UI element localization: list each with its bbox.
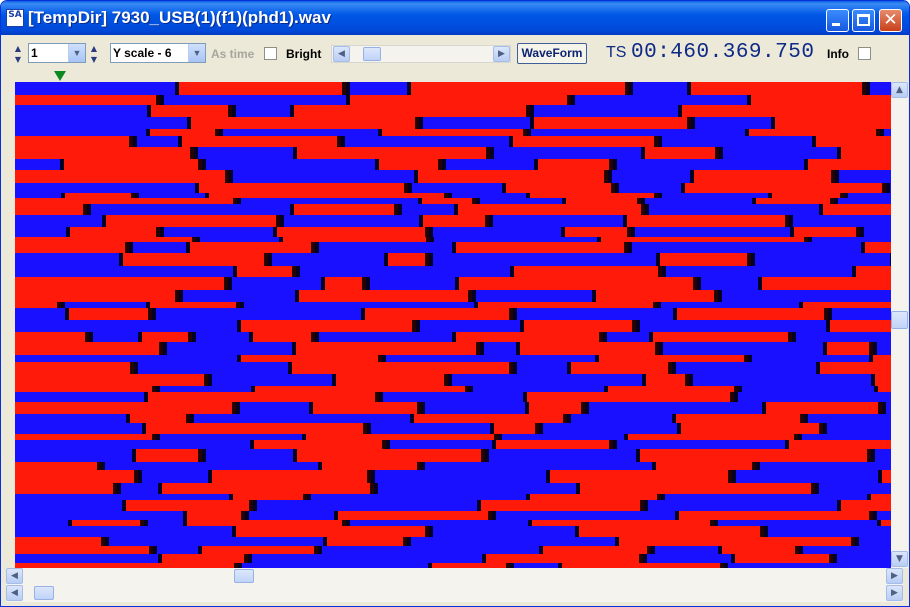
vertical-scroll-thumb[interactable] (891, 311, 908, 329)
toolbar: ▲ ▼ 1 ▼ ▲ ▼ Y scale - 6 ▼ As time Bright… (1, 37, 909, 71)
app-icon[interactable]: SA (6, 9, 24, 27)
maximize-icon (857, 14, 870, 26)
timestamp-label: TS (606, 44, 627, 61)
maximize-button[interactable] (852, 9, 875, 32)
scroll-down-icon[interactable]: ▼ (891, 551, 908, 567)
scroll-left-icon[interactable]: ◀ (6, 585, 23, 601)
window-title: [TempDir] 7930_USB(1)(f1)(phd1).wav (28, 8, 331, 27)
chevron-left-icon[interactable]: ◀ (333, 46, 350, 62)
timestamp-value: 00:460.369.750 (631, 41, 815, 64)
channel-select[interactable]: 1 ▼ (28, 43, 86, 63)
minimize-button[interactable] (826, 9, 849, 32)
y-scale-select[interactable]: Y scale - 6 ▼ (110, 43, 206, 63)
vertical-scrollbar[interactable]: ▲ ▼ (891, 82, 908, 568)
chevron-down-icon[interactable]: ▼ (68, 44, 85, 62)
close-button[interactable]: ✕ (879, 9, 902, 32)
cursor-marker-icon[interactable] (54, 71, 66, 81)
as-time-label: As time (211, 47, 255, 61)
scroll-left-icon[interactable]: ◀ (6, 568, 23, 584)
horizontal-scroll-thumb-2[interactable] (34, 586, 54, 600)
channel-spinner-right[interactable]: ▲ ▼ (89, 43, 99, 65)
slider-thumb[interactable] (363, 47, 381, 61)
horizontal-scrollbar-2[interactable]: ◀ ▶ (6, 585, 903, 602)
waveform-button[interactable]: WaveForm (517, 43, 587, 64)
close-icon: ✕ (883, 10, 898, 30)
chevron-right-icon[interactable]: ▶ (493, 46, 510, 62)
chevron-down-icon[interactable]: ▼ (188, 44, 205, 62)
horizontal-scrollbar[interactable]: ◀ ▶ (6, 568, 903, 585)
scroll-right-icon[interactable]: ▶ (886, 585, 903, 601)
title-bar[interactable]: SA [TempDir] 7930_USB(1)(f1)(phd1).wav ✕ (1, 1, 909, 35)
scroll-up-icon[interactable]: ▲ (891, 82, 908, 98)
spin-up-icon[interactable]: ▲ (90, 44, 98, 53)
spin-down-icon[interactable]: ▼ (90, 55, 98, 64)
channel-select-value: 1 (31, 46, 38, 60)
bright-label: Bright (286, 47, 322, 61)
horizontal-scroll-thumb[interactable] (234, 569, 254, 583)
y-scale-select-value: Y scale - 6 (113, 46, 172, 60)
phase-plot-canvas (15, 82, 891, 568)
minimize-icon (832, 23, 840, 26)
spin-up-icon[interactable]: ▲ (14, 44, 22, 53)
info-checkbox[interactable] (858, 47, 871, 60)
info-label: Info (827, 47, 849, 61)
bright-checkbox[interactable] (264, 47, 277, 60)
spin-down-icon[interactable]: ▼ (14, 55, 22, 64)
position-slider[interactable]: ◀ ▶ (331, 45, 511, 63)
channel-spinner-left[interactable]: ▲ ▼ (13, 43, 23, 65)
phase-plot[interactable] (15, 82, 891, 568)
scroll-right-icon[interactable]: ▶ (886, 568, 903, 584)
